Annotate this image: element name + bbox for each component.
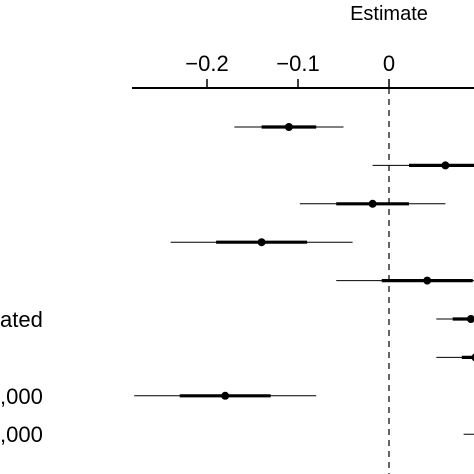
row-label: ,000 xyxy=(0,422,43,447)
estimate-row xyxy=(234,123,344,131)
point-estimate xyxy=(423,276,432,285)
x-axis-title: Estimate xyxy=(350,3,428,25)
row-label-layer: ated ,000 ,000 xyxy=(0,307,43,447)
point-estimate xyxy=(257,238,266,247)
row-label: ated xyxy=(0,307,43,332)
row-label: ,000 xyxy=(0,384,43,409)
point-estimate xyxy=(441,161,450,170)
point-estimate xyxy=(368,199,377,208)
x-tick-label: 0 xyxy=(383,51,395,76)
estimate-row xyxy=(436,315,474,323)
estimate-row xyxy=(372,161,474,170)
estimate-row xyxy=(336,276,474,285)
estimate-row xyxy=(170,238,353,247)
point-estimate xyxy=(221,391,230,400)
row-layer xyxy=(134,123,474,435)
x-tick-label: −0.1 xyxy=(276,51,319,76)
x-tick-label: −0.2 xyxy=(185,51,228,76)
point-estimate xyxy=(471,353,474,362)
estimate-row xyxy=(299,199,446,208)
point-estimate xyxy=(466,315,474,323)
x-axis: −0.2−0.100 xyxy=(132,51,474,89)
estimate-row xyxy=(134,391,317,400)
estimate-row xyxy=(436,353,474,362)
point-estimate xyxy=(284,123,293,131)
estimate-row xyxy=(463,433,474,435)
